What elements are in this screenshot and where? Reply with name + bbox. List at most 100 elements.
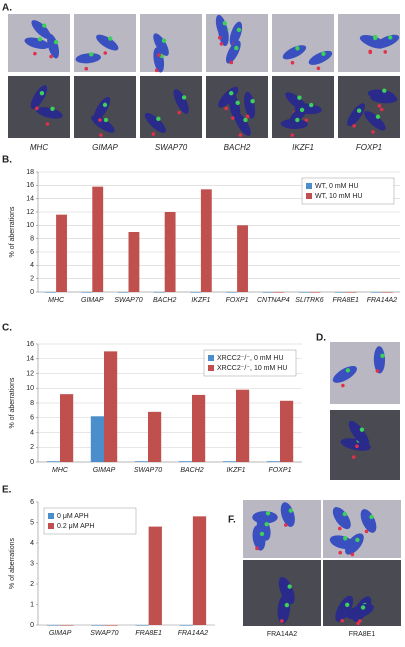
panel-label: D. (316, 333, 326, 344)
y-tick-label: 12 (26, 370, 34, 377)
chromosome (31, 20, 52, 40)
caption: IKZF1 (292, 143, 314, 152)
x-tick-label: FOXP1 (226, 297, 249, 304)
telomere (284, 523, 288, 527)
x-tick-label: GIMAP (49, 630, 72, 637)
y-tick-label: 6 (30, 415, 34, 422)
y-tick-label: 4 (30, 429, 34, 436)
chromosome (332, 507, 351, 530)
signal (287, 584, 292, 589)
telomere (84, 66, 89, 71)
chromosome (280, 119, 308, 129)
signal (369, 514, 374, 520)
legend (43, 507, 137, 535)
y-tick-label: 18 (26, 169, 34, 176)
bar (200, 189, 212, 292)
caption: FRA14A2 (267, 631, 297, 638)
bar (298, 292, 310, 293)
micrograph (140, 76, 202, 138)
bar (91, 625, 105, 626)
signal (265, 511, 271, 516)
chromosome (280, 502, 295, 527)
telomere (290, 133, 295, 137)
signal (250, 98, 255, 104)
legend-swatch (208, 365, 214, 371)
y-tick-label: 0 (30, 622, 34, 629)
signal (264, 522, 269, 527)
chromosome (153, 47, 165, 73)
caption: BACH2 (224, 143, 251, 152)
micrograph (140, 14, 202, 72)
chromosome (277, 594, 291, 624)
legend-swatch (208, 355, 214, 361)
telomere (375, 369, 380, 373)
y-tick-label: 5 (30, 519, 34, 526)
signal (108, 36, 113, 41)
x-tick-label: FOXP1 (269, 467, 292, 474)
signal (380, 353, 385, 359)
bar (190, 292, 201, 293)
telomere (177, 110, 181, 115)
bar (148, 526, 162, 625)
signal (259, 531, 265, 537)
signal (156, 116, 161, 122)
telomere (377, 104, 382, 108)
bar (45, 292, 57, 293)
telomere (151, 132, 156, 136)
bar (266, 461, 280, 462)
y-axis-label: % of aberrations (9, 206, 16, 257)
legend-label: 0 μM APH (57, 513, 89, 520)
bar (164, 212, 176, 292)
signal (53, 39, 59, 45)
bar (128, 232, 140, 292)
x-tick-label: GIMAP (93, 467, 116, 474)
y-tick-label: 8 (30, 236, 34, 243)
legend-label: 0.2 μM APH (57, 523, 95, 530)
telomere (99, 133, 103, 137)
bar (236, 389, 250, 462)
signal (50, 106, 55, 112)
caption: MHC (30, 143, 48, 152)
x-tick-label: FRA8E1 (332, 297, 359, 304)
signal (355, 537, 360, 543)
telomere (338, 526, 342, 531)
telomere (341, 383, 345, 388)
x-tick-label: IKZF1 (191, 297, 210, 304)
chromosome (244, 91, 256, 119)
telomere (371, 130, 375, 134)
chromosome (364, 110, 386, 131)
telomere (379, 107, 384, 112)
signal (356, 108, 362, 113)
x-tick-label: SWAP70 (134, 467, 162, 474)
x-tick-label: BACH2 (153, 297, 176, 304)
bar (148, 411, 162, 462)
bar (309, 292, 321, 293)
legend-swatch (48, 523, 54, 529)
x-tick-label: MHC (48, 297, 65, 304)
x-tick-label: GIMAP (81, 297, 104, 304)
signal (236, 27, 242, 33)
telomere (304, 118, 309, 122)
chromosome (153, 33, 169, 56)
signal (229, 91, 234, 96)
telomere (255, 546, 259, 551)
chromosome (144, 112, 166, 133)
chromosome (360, 35, 385, 49)
chromosome (36, 107, 63, 119)
y-tick-label: 3 (30, 560, 34, 567)
signal (388, 35, 393, 40)
y-tick-label: 10 (26, 385, 34, 392)
chromosome (93, 96, 111, 121)
chromosome (308, 50, 333, 65)
signal (343, 536, 348, 541)
chromosome (218, 86, 239, 108)
bar (192, 394, 206, 462)
bar (345, 292, 357, 293)
bar (371, 292, 382, 293)
signal (309, 102, 314, 108)
signal (297, 95, 302, 100)
chromosome (24, 37, 50, 49)
signal (161, 38, 167, 43)
signal (321, 51, 326, 57)
chromosome (332, 365, 357, 383)
